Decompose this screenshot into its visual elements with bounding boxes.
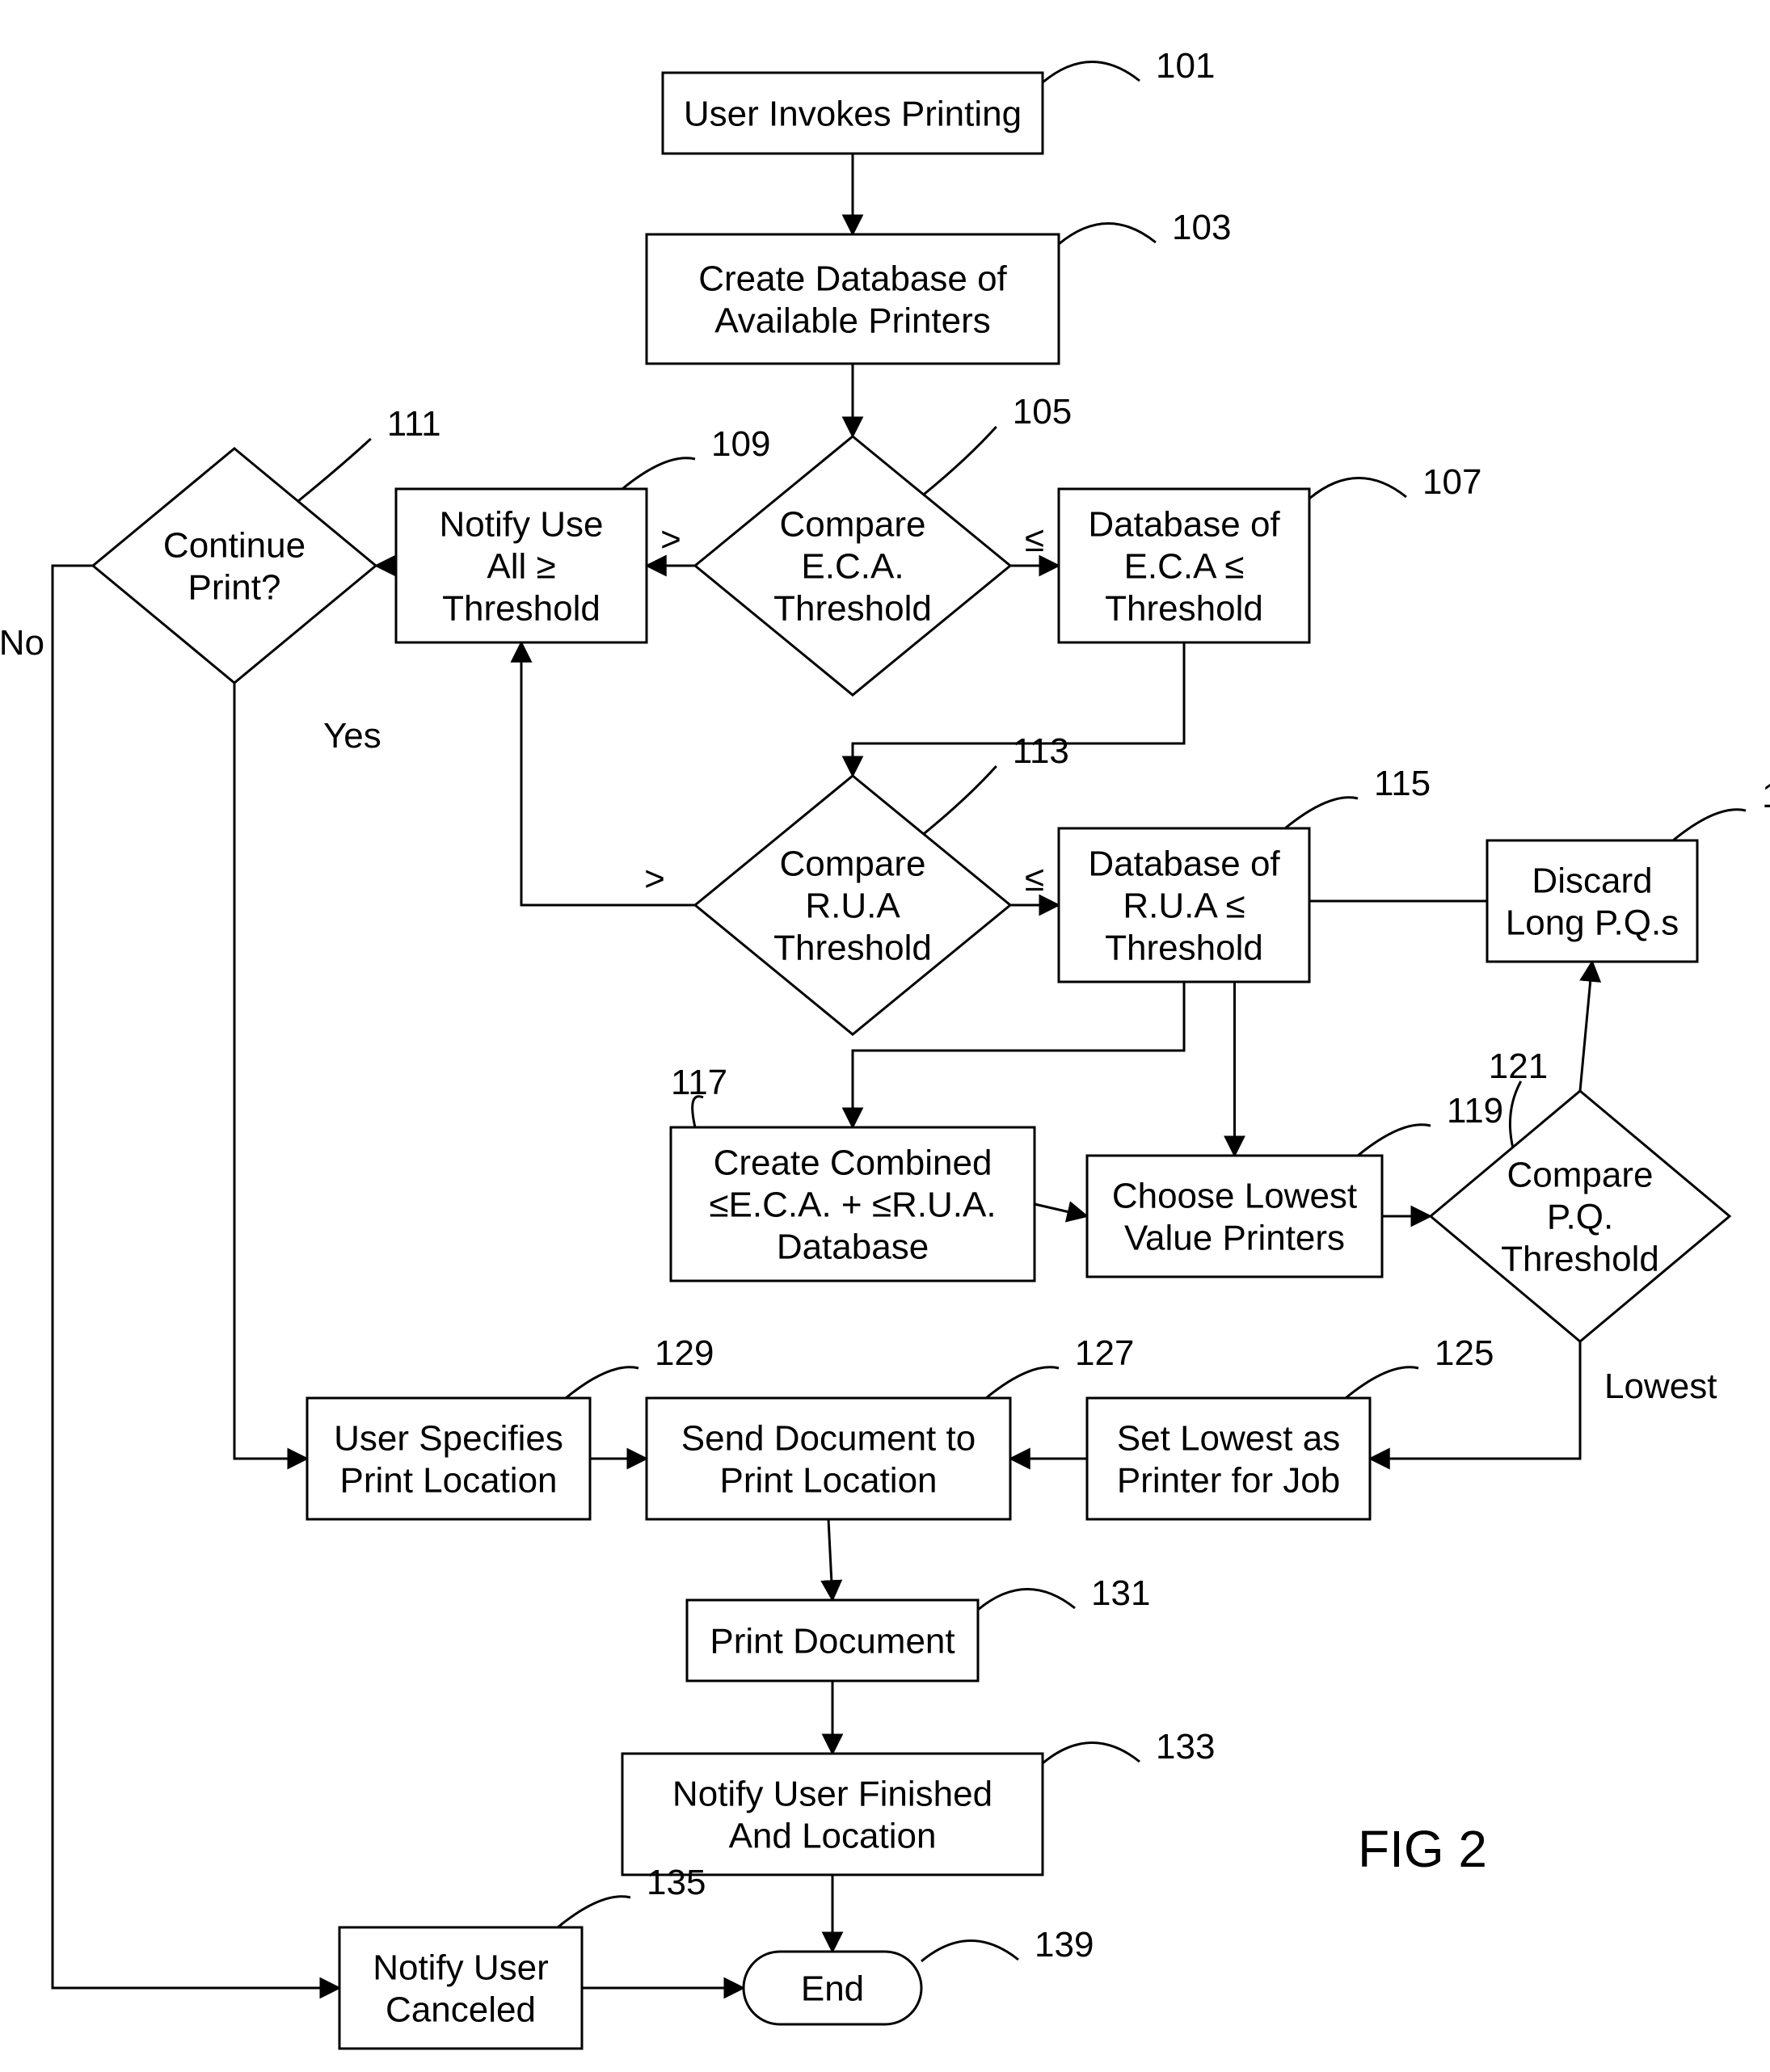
node-n127-line-1: Print Location: [719, 1460, 937, 1500]
node-n113-line-2: Threshold: [773, 928, 932, 967]
figure-label: FIG 2: [1358, 1820, 1487, 1878]
ref-n139: 139: [1035, 1925, 1094, 1965]
node-n113-line-0: Compare: [780, 844, 926, 883]
node-n111: [93, 449, 376, 683]
edge: [1580, 962, 1592, 1091]
node-n105-line-0: Compare: [780, 504, 926, 544]
node-n107-line-2: Threshold: [1105, 588, 1263, 628]
node-n103-line-1: Available Printers: [714, 301, 991, 340]
ref-n119: 119: [1447, 1091, 1503, 1131]
node-n111-line-1: Print?: [188, 567, 281, 607]
edge-label-20: Yes: [323, 716, 381, 756]
node-n129-line-1: Print Location: [339, 1460, 557, 1500]
edge-label-7: >: [644, 859, 665, 899]
ref-n101: 101: [1156, 46, 1215, 86]
node-n117-line-0: Create Combined: [714, 1143, 992, 1182]
node-n133-line-1: And Location: [729, 1816, 937, 1855]
node-n139-line-0: End: [801, 1969, 864, 2008]
node-n119-line-0: Choose Lowest: [1112, 1176, 1357, 1215]
node-n133-line-0: Notify User Finished: [672, 1774, 992, 1813]
node-n121-line-2: Threshold: [1501, 1239, 1659, 1278]
edge-label-6: ≤: [1025, 859, 1044, 899]
node-n135-line-0: Notify User: [373, 1948, 549, 1987]
edge: [1035, 1204, 1087, 1216]
node-n125: [1087, 1398, 1370, 1519]
node-n105-line-2: Threshold: [773, 588, 932, 628]
node-n109-line-2: Threshold: [442, 588, 601, 628]
node-n129-line-0: User Specifies: [334, 1418, 563, 1458]
node-n127-line-0: Send Document to: [681, 1418, 976, 1458]
node-n119: [1087, 1156, 1382, 1277]
node-n125-line-1: Printer for Job: [1117, 1460, 1340, 1500]
node-n101-line-0: User Invokes Printing: [684, 94, 1022, 133]
ref-n133: 133: [1156, 1727, 1215, 1767]
ref-n121: 121: [1489, 1047, 1548, 1086]
edge: [853, 982, 1184, 1127]
ref-n113: 113: [1013, 731, 1069, 771]
ref-n129: 129: [655, 1333, 714, 1373]
ref-n107: 107: [1422, 462, 1481, 502]
node-n107-line-1: E.C.A ≤: [1124, 546, 1245, 586]
node-n117-line-1: ≤E.C.A. + ≤R.U.A.: [709, 1185, 996, 1224]
ref-n103: 103: [1172, 208, 1231, 247]
edge-label-3: >: [660, 520, 681, 559]
node-n109-line-1: All ≥: [487, 546, 555, 586]
ref-n111: 111: [387, 404, 441, 444]
node-n111-line-0: Continue: [163, 525, 306, 565]
edge-label-13: Lowest: [1604, 1367, 1717, 1406]
node-n121-line-0: Compare: [1507, 1155, 1654, 1194]
node-n135: [339, 1927, 582, 2049]
node-n129: [307, 1398, 590, 1519]
node-n103-line-0: Create Database of: [698, 259, 1007, 298]
node-n117-line-2: Database: [777, 1227, 929, 1266]
node-n115-line-1: R.U.A ≤: [1123, 886, 1245, 925]
node-n125-line-0: Set Lowest as: [1117, 1418, 1340, 1458]
node-n105-line-1: E.C.A.: [801, 546, 904, 586]
node-n127: [647, 1398, 1010, 1519]
node-n123-line-0: Discard: [1532, 861, 1652, 900]
edge: [521, 642, 695, 905]
node-n103: [647, 234, 1059, 364]
edge: [53, 566, 339, 1988]
edge: [234, 683, 307, 1459]
edge-label-2: ≤: [1025, 520, 1044, 559]
node-n123: [1487, 840, 1697, 962]
node-n113-line-1: R.U.A: [805, 886, 900, 925]
node-n115-line-2: Threshold: [1105, 928, 1263, 967]
ref-n127: 127: [1075, 1333, 1134, 1373]
node-n121-line-1: P.Q.: [1547, 1197, 1613, 1236]
node-n131-line-0: Print Document: [710, 1621, 955, 1661]
ref-n115: 115: [1374, 764, 1431, 803]
node-n119-line-1: Value Printers: [1124, 1218, 1345, 1257]
ref-n105: 105: [1013, 392, 1072, 432]
edge: [828, 1519, 832, 1600]
ref-n109: 109: [711, 424, 770, 464]
ref-n135: 135: [647, 1863, 706, 1902]
ref-n123: 123: [1762, 776, 1770, 815]
edge-label-21: No: [0, 623, 44, 663]
ref-n125: 125: [1435, 1333, 1494, 1373]
node-n123-line-1: Long P.Q.s: [1506, 903, 1679, 942]
ref-n131: 131: [1091, 1573, 1150, 1613]
node-n135-line-1: Canceled: [386, 1990, 536, 2029]
node-n115-line-0: Database of: [1088, 844, 1280, 883]
ref-n117: 117: [671, 1063, 727, 1102]
node-n107-line-0: Database of: [1088, 504, 1280, 544]
node-n133: [622, 1754, 1043, 1875]
node-n109-line-0: Notify Use: [440, 504, 604, 544]
